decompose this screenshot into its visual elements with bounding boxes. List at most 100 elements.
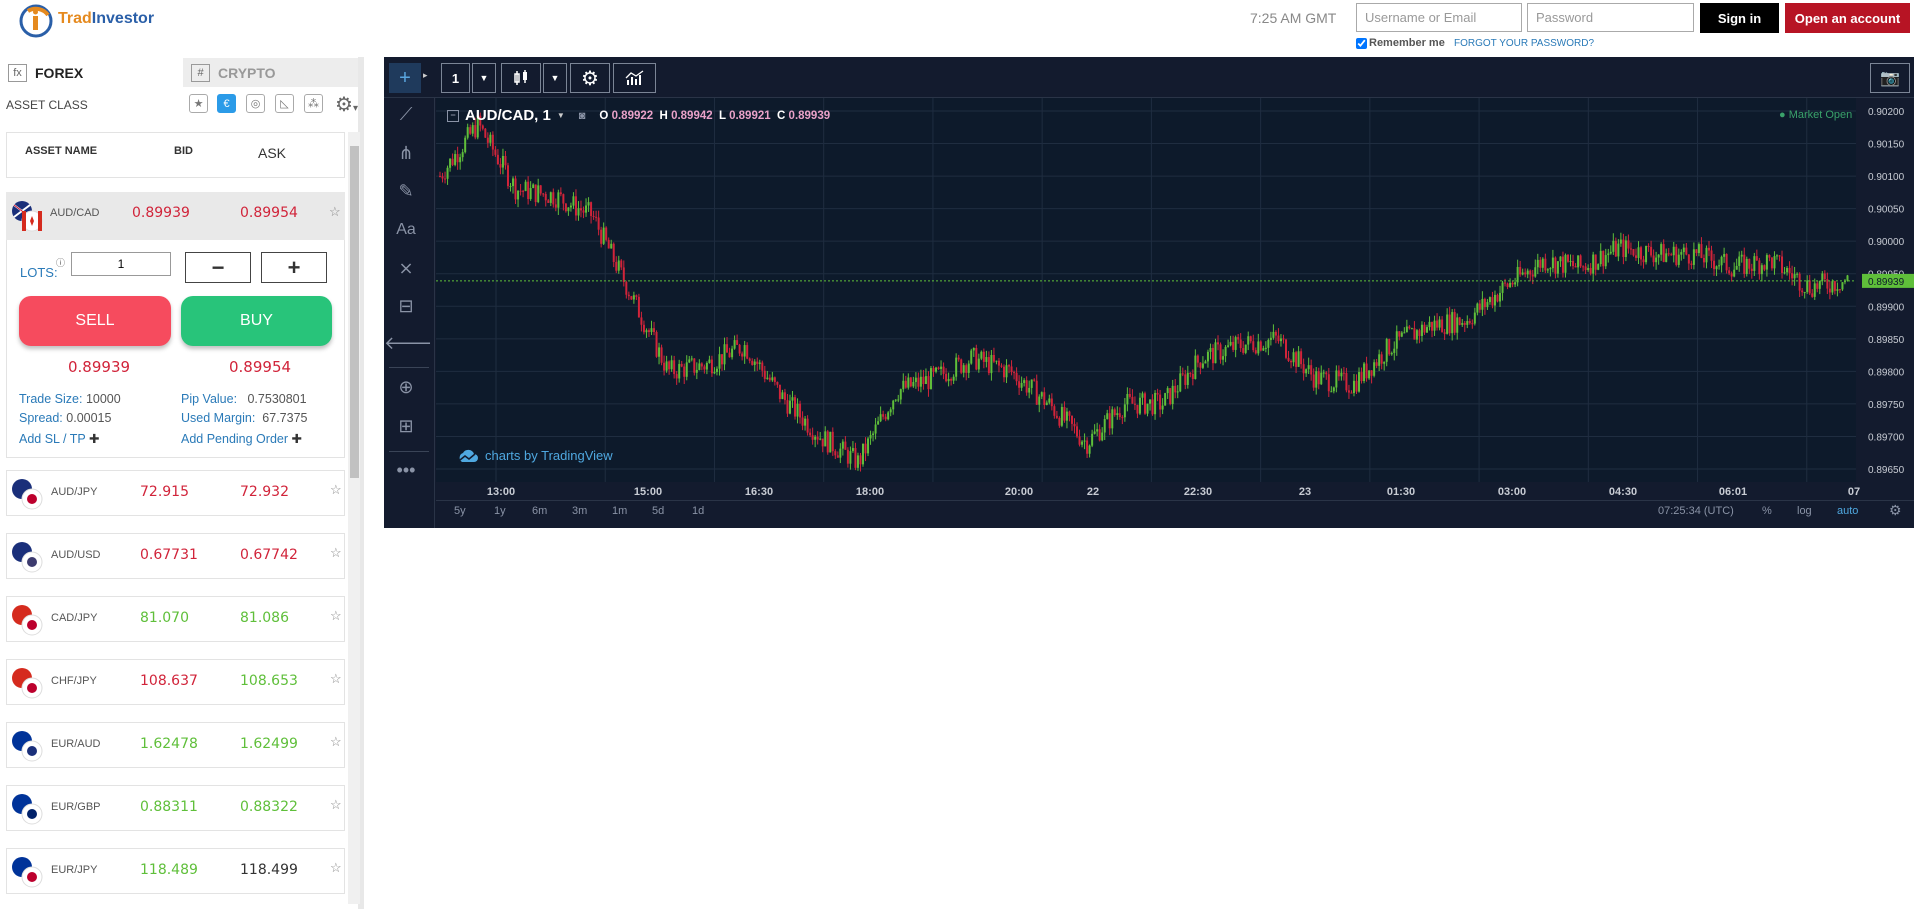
tab-crypto[interactable]: # CRYPTO xyxy=(183,58,358,87)
buy-button[interactable]: BUY xyxy=(181,296,332,346)
remember-me-checkbox[interactable] xyxy=(1356,37,1367,49)
candle-body xyxy=(1431,321,1434,331)
interval-dropdown-icon[interactable]: ▼ xyxy=(472,63,496,93)
lots-decrease-button[interactable]: − xyxy=(185,252,251,283)
price-chart[interactable] xyxy=(436,98,1856,482)
auto-toggle[interactable]: auto xyxy=(1837,505,1859,517)
arrow-left-icon[interactable]: 🡐 xyxy=(384,333,433,353)
percent-toggle[interactable]: % xyxy=(1762,505,1772,517)
candle-body xyxy=(919,376,922,387)
measure-icon[interactable]: ⊟ xyxy=(398,296,414,316)
asset-row[interactable]: EUR/JPY 118.489 118.499 ☆ xyxy=(6,848,345,894)
candle-body xyxy=(1410,328,1413,330)
favorite-star-icon[interactable]: ☆ xyxy=(330,797,342,812)
asset-row[interactable]: AUD/USD 0.67731 0.67742 ☆ xyxy=(6,533,345,579)
candle-body xyxy=(1350,392,1353,394)
candle-body xyxy=(1791,273,1794,279)
asset-class-label: ASSET CLASS xyxy=(6,98,88,112)
euro-icon[interactable]: € xyxy=(217,94,236,113)
sign-in-button[interactable]: Sign in xyxy=(1700,3,1779,33)
favorite-star-icon[interactable]: ☆ xyxy=(330,545,342,560)
lots-input[interactable] xyxy=(71,252,171,276)
candle-body xyxy=(1332,387,1335,392)
candle-body xyxy=(1529,270,1532,275)
more-icon[interactable]: ••• xyxy=(396,460,416,480)
favorite-star-icon[interactable]: ☆ xyxy=(330,608,342,623)
chart-symbol[interactable]: AUD/CAD, 1 xyxy=(465,107,551,124)
eye-icon[interactable]: ◙ xyxy=(578,109,586,122)
brush-icon[interactable]: ✎ xyxy=(398,181,414,201)
star-icon[interactable]: ★ xyxy=(189,94,208,113)
username-input[interactable] xyxy=(1356,3,1522,32)
candles-icon[interactable] xyxy=(501,63,541,93)
trend-line-icon[interactable]: ⟋ xyxy=(399,104,413,124)
favorite-star-icon[interactable]: ☆ xyxy=(330,482,342,497)
range-button-1y[interactable]: 1y xyxy=(494,505,506,517)
range-button-6m[interactable]: 6m xyxy=(532,505,548,517)
pattern-tool-icon[interactable]: ⨯ xyxy=(398,258,414,278)
symbol-dropdown-icon[interactable]: ▼ xyxy=(556,111,565,120)
fork-tool-icon[interactable]: ⋔ xyxy=(398,143,414,163)
open-account-button[interactable]: Open an account xyxy=(1785,3,1910,33)
password-input[interactable] xyxy=(1527,3,1694,32)
zoom-icon[interactable]: ⊕ xyxy=(398,377,414,397)
asset-row[interactable]: CAD/JPY 81.070 81.086 ☆ xyxy=(6,596,345,642)
range-button-3m[interactable]: 3m xyxy=(572,505,588,517)
candle-body xyxy=(469,127,472,134)
forgot-password-link[interactable]: FORGOT YOUR PASSWORD? xyxy=(1454,38,1595,49)
chart-type-dropdown-icon[interactable]: ▼ xyxy=(543,63,567,93)
candle-body xyxy=(1068,411,1071,416)
lots-increase-button[interactable]: + xyxy=(261,252,327,283)
sell-button[interactable]: SELL xyxy=(19,296,171,346)
remember-me[interactable]: Remember me xyxy=(1356,37,1445,49)
candle-body xyxy=(1572,261,1575,267)
scrollbar-thumb[interactable] xyxy=(350,146,359,478)
range-button-1d[interactable]: 1d xyxy=(692,505,705,517)
candle-body xyxy=(788,400,791,414)
candle-body xyxy=(1521,272,1524,275)
coin-icon[interactable]: ◎ xyxy=(246,94,265,113)
toolbar-divider xyxy=(389,367,429,368)
expand-arrow-icon[interactable]: ▸ xyxy=(423,70,428,80)
interval-select[interactable]: 1 xyxy=(441,63,470,93)
info-icon[interactable]: ⓘ xyxy=(56,258,66,268)
candle-body xyxy=(459,157,462,163)
add-pending-order-link[interactable]: Add Pending Order ✚ xyxy=(181,432,302,446)
asset-bid: 0.67731 xyxy=(140,547,198,563)
candle-body xyxy=(1118,413,1121,418)
chart-icon[interactable]: ◺ xyxy=(275,94,294,113)
favorite-star-icon[interactable]: ☆ xyxy=(329,204,341,219)
range-button-1m[interactable]: 1m xyxy=(612,505,628,517)
candle-body xyxy=(587,202,590,206)
log-toggle[interactable]: log xyxy=(1797,505,1812,517)
crosshair-tool[interactable]: + xyxy=(389,63,421,93)
candle-body xyxy=(814,436,817,440)
asset-row[interactable]: EUR/GBP 0.88311 0.88322 ☆ xyxy=(6,785,345,831)
asset-row[interactable]: EUR/AUD 1.62478 1.62499 ☆ xyxy=(6,722,345,768)
chart-settings-gear-icon[interactable]: ⚙ xyxy=(1889,502,1902,518)
candle-body xyxy=(947,378,950,382)
tab-forex[interactable]: fx FOREX xyxy=(0,58,183,87)
add-sl-tp-link[interactable]: Add SL / TP ✚ xyxy=(19,432,100,446)
collapse-icon[interactable]: − xyxy=(447,109,459,122)
gear-icon[interactable]: ⚙ xyxy=(570,63,610,93)
candle-body xyxy=(967,363,970,373)
favorite-star-icon[interactable]: ☆ xyxy=(330,860,342,875)
selected-asset-row[interactable] xyxy=(6,192,345,240)
candle-body xyxy=(577,208,580,216)
text-tool-icon[interactable]: Aa xyxy=(396,221,416,238)
favorite-star-icon[interactable]: ☆ xyxy=(330,734,342,749)
range-button-5d[interactable]: 5d xyxy=(652,505,665,517)
cluster-icon[interactable]: ⁂ xyxy=(304,94,323,113)
camera-icon[interactable]: 📷 xyxy=(1870,63,1910,93)
range-button-5y[interactable]: 5y xyxy=(454,505,466,517)
gear-icon[interactable]: ⚙▾ xyxy=(335,94,358,116)
tradingview-credit[interactable]: charts by TradingView xyxy=(457,448,613,463)
candle-body xyxy=(753,361,756,365)
ruler-icon[interactable]: ⊞ xyxy=(398,416,414,436)
indicators-icon[interactable] xyxy=(613,63,656,93)
asset-row[interactable]: CHF/JPY 108.637 108.653 ☆ xyxy=(6,659,345,705)
asset-row[interactable]: AUD/JPY 72.915 72.932 ☆ xyxy=(6,470,345,516)
last-price-label: 0.89939 xyxy=(1868,277,1905,288)
favorite-star-icon[interactable]: ☆ xyxy=(330,671,342,686)
